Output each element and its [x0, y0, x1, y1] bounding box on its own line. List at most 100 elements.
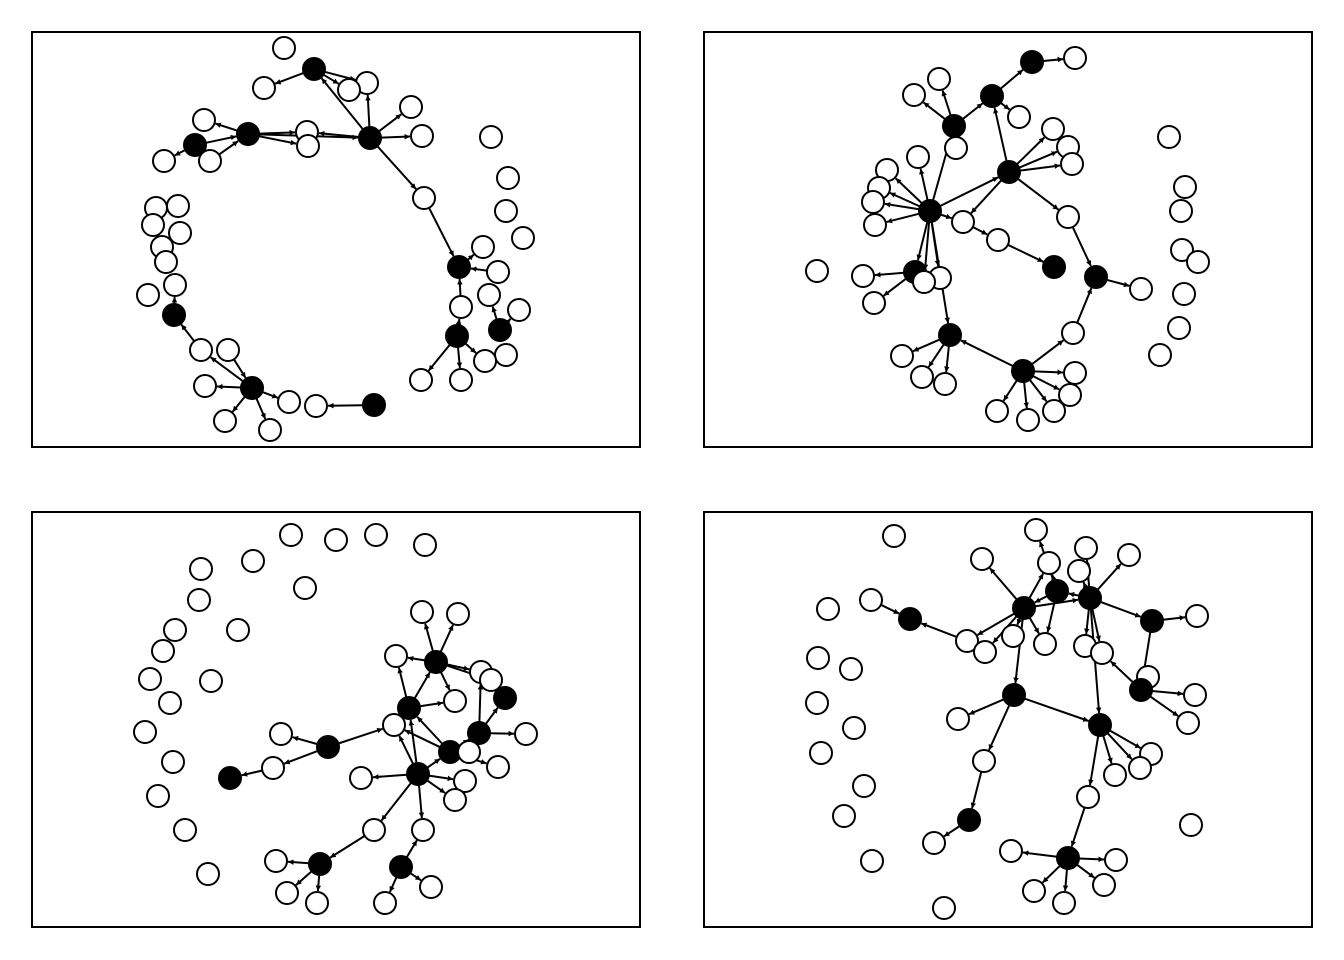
node-layer — [805, 46, 1210, 432]
panel-frame — [31, 31, 641, 448]
leaf-node — [146, 784, 170, 808]
directed-edge — [424, 623, 434, 652]
hub-node — [1056, 846, 1080, 870]
hub-node — [389, 855, 413, 879]
leaf-node — [264, 849, 288, 873]
leaf-node — [1103, 763, 1127, 787]
directed-edge — [884, 202, 920, 211]
hub-node — [898, 607, 922, 631]
directed-edge — [968, 698, 1005, 716]
directed-edge — [922, 101, 946, 121]
directed-edge — [1162, 615, 1186, 621]
directed-edge — [409, 872, 422, 882]
directed-edge — [1031, 339, 1065, 366]
hub-node — [467, 721, 491, 745]
hub-node — [308, 852, 332, 876]
leaf-node — [198, 149, 222, 173]
hub-node — [488, 318, 512, 342]
directed-edge — [477, 683, 484, 723]
panel-frame — [703, 511, 1313, 928]
hub-node — [1129, 678, 1153, 702]
leaf-node — [910, 365, 934, 389]
leaf-node — [494, 343, 518, 367]
directed-edge — [439, 671, 451, 691]
leaf-node — [168, 221, 192, 245]
hub-node — [406, 762, 430, 786]
leaf-node — [851, 264, 875, 288]
hub-node — [980, 84, 1004, 108]
directed-edge — [1082, 581, 1089, 589]
leaf-node — [927, 67, 951, 91]
leaf-node — [1167, 316, 1191, 340]
node-layer — [133, 523, 538, 915]
directed-edge — [258, 129, 296, 136]
leaf-node — [1007, 105, 1031, 129]
directed-edge — [398, 735, 415, 765]
directed-edge — [1151, 690, 1184, 697]
hub-node — [162, 303, 186, 327]
directed-edge — [1084, 608, 1090, 635]
directed-edge — [378, 113, 403, 133]
directed-edge — [919, 168, 929, 201]
leaf-node — [1033, 632, 1057, 656]
leaf-node — [1041, 117, 1065, 141]
directed-edge — [1018, 150, 1058, 169]
directed-edge — [464, 342, 477, 354]
leaf-node — [163, 618, 187, 642]
leaf-node — [252, 76, 276, 100]
leaf-node — [507, 298, 531, 322]
leaf-node — [806, 646, 830, 670]
leaf-node — [161, 750, 185, 774]
directed-edge — [216, 383, 242, 390]
directed-edge — [446, 663, 470, 671]
hub-node — [397, 696, 421, 720]
directed-edge — [1034, 597, 1079, 608]
directed-edge — [940, 213, 952, 220]
directed-edge — [941, 90, 952, 116]
hub-node — [1011, 359, 1035, 383]
directed-edge — [1032, 375, 1060, 391]
leaf-node — [410, 124, 434, 148]
leaf-node — [1063, 361, 1087, 385]
hub-node — [445, 324, 469, 348]
leaf-node — [486, 755, 510, 779]
leaf-node — [494, 199, 518, 223]
directed-edge — [1106, 732, 1133, 760]
directed-edge — [329, 835, 366, 859]
hub-node — [957, 808, 981, 832]
directed-edge — [372, 773, 408, 780]
leaf-node — [496, 166, 520, 190]
directed-edge — [457, 278, 463, 297]
leaf-node — [1128, 756, 1152, 780]
leaf-node — [277, 390, 301, 414]
leaf-node — [839, 657, 863, 681]
leaf-node — [399, 95, 423, 119]
directed-edge — [455, 318, 462, 326]
leaf-node — [1061, 321, 1085, 345]
leaf-node — [1092, 873, 1116, 897]
leaf-node — [471, 235, 495, 259]
leaf-node — [860, 849, 884, 873]
directed-edge — [1109, 729, 1142, 749]
hub-node — [424, 650, 448, 674]
hub-node — [358, 126, 382, 150]
leaf-node — [486, 260, 510, 284]
directed-edge — [1028, 616, 1040, 635]
directed-edge — [419, 700, 444, 708]
leaf-node — [1060, 152, 1084, 176]
leaf-node — [199, 669, 223, 693]
leaf-node — [862, 291, 886, 315]
hub-node — [1088, 713, 1112, 737]
leaf-node — [279, 523, 303, 547]
directed-edge — [961, 102, 984, 120]
directed-edge — [993, 107, 1008, 162]
directed-edge — [988, 704, 1011, 751]
directed-edge — [380, 781, 412, 822]
edge-layer — [880, 540, 1186, 892]
directed-edge — [426, 757, 441, 769]
hub-node — [1084, 265, 1108, 289]
leaf-node — [477, 283, 501, 307]
leaf-node — [410, 600, 434, 624]
leaf-node — [902, 83, 926, 107]
leaf-node — [1176, 711, 1200, 735]
